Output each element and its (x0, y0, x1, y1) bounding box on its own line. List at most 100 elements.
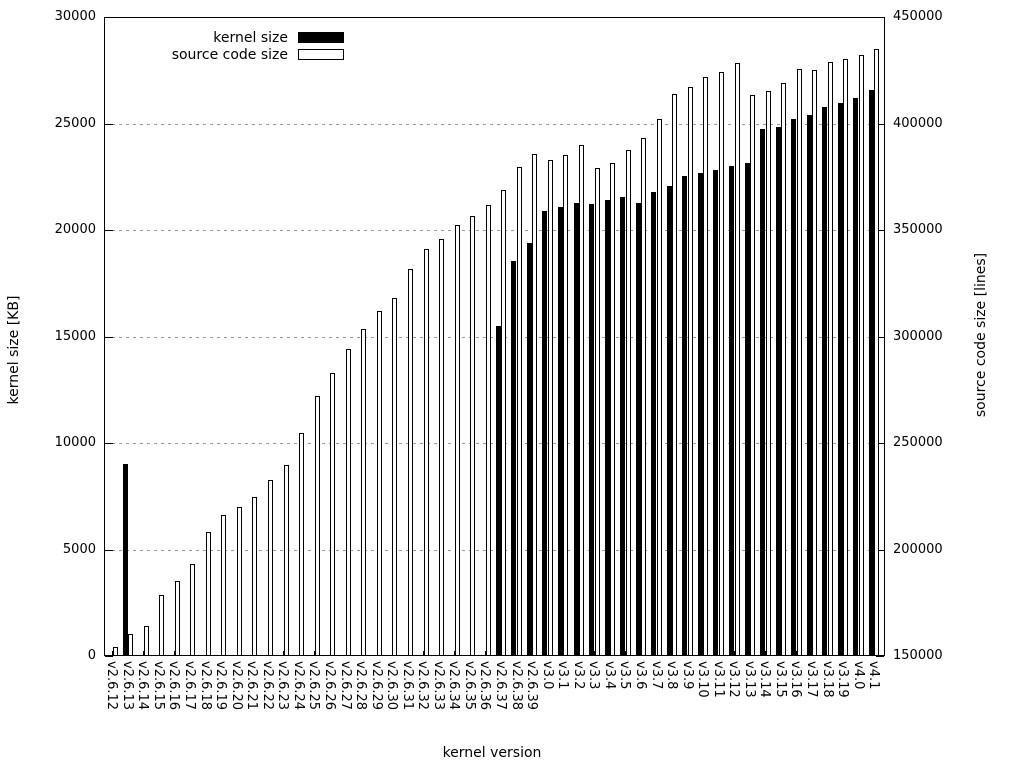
source-code-size-bar (641, 138, 647, 656)
x-tick-mark (205, 651, 207, 655)
source-code-size-bar (796, 69, 802, 656)
x-tick-label: v2.6.39 (524, 661, 540, 711)
x-tick-label: v3.0 (539, 661, 555, 690)
x-tick-label: v2.6.18 (197, 661, 213, 711)
x-tick-mark (407, 651, 409, 655)
x-tick-label: v3.7 (648, 661, 664, 690)
x-tick-label: v2.6.36 (477, 661, 493, 711)
kernel-size-bar (837, 103, 843, 656)
x-tick-label: v2.6.15 (150, 661, 166, 711)
source-code-size-bar (734, 62, 740, 656)
x-tick-mark (298, 651, 300, 655)
x-tick-mark (143, 651, 145, 655)
x-tick-label: v3.3 (586, 661, 602, 690)
left-tick-label: 20000 (54, 222, 96, 237)
x-tick-mark (703, 651, 705, 655)
right-tick-mark (876, 17, 884, 18)
x-tick-mark (547, 651, 549, 655)
x-tick-label: v3.1 (555, 661, 571, 690)
kernel-size-bar (526, 242, 532, 656)
x-tick-mark (640, 651, 642, 655)
x-tick-label: v2.6.37 (493, 661, 508, 711)
kernel-size-bar (744, 162, 750, 656)
x-tick-mark (578, 651, 580, 655)
source-code-size-bar (112, 646, 118, 656)
right-tick-mark (876, 549, 884, 551)
source-code-size-bar (750, 94, 756, 656)
x-tick-mark (252, 651, 254, 655)
kernel-size-bar (542, 210, 548, 656)
gridline (105, 230, 884, 231)
x-tick-label: v3.18 (819, 661, 835, 698)
source-code-size-bar (143, 626, 149, 656)
x-tick-mark (780, 651, 782, 655)
x-tick-mark (843, 651, 845, 655)
legend-item-source-code-size: source code size (104, 46, 344, 63)
legend-swatch-kernel-size (298, 32, 344, 43)
x-tick-label: v2.6.22 (259, 661, 275, 711)
source-code-size-bar (190, 563, 196, 656)
left-tick-mark (105, 549, 113, 551)
x-tick-mark (236, 651, 238, 655)
x-tick-label: v2.6.31 (399, 661, 415, 711)
x-tick-mark (376, 651, 378, 655)
x-tick-mark (687, 651, 689, 655)
x-tick-label: v3.9 (679, 661, 695, 690)
source-code-size-bar (299, 432, 305, 656)
source-code-size-bar (610, 162, 616, 656)
left-tick-mark (105, 656, 113, 657)
source-code-size-bar (205, 532, 211, 656)
x-tick-mark (501, 651, 502, 655)
right-tick-mark (876, 123, 884, 125)
x-tick-mark (469, 651, 471, 655)
left-tick-mark (105, 123, 113, 125)
left-tick-mark (105, 230, 113, 231)
x-tick-label: v3.8 (664, 661, 680, 690)
x-tick-label: v2.6.21 (244, 661, 260, 711)
x-tick-mark (765, 651, 767, 655)
source-code-size-bar (330, 373, 336, 656)
source-code-size-bar (283, 465, 289, 656)
x-tick-label: v2.6.23 (275, 661, 291, 711)
source-code-size-bar (159, 595, 165, 656)
x-tick-label: v3.19 (835, 661, 851, 698)
left-tick-label: 5000 (62, 541, 96, 557)
x-tick-mark (314, 651, 316, 655)
x-tick-mark (283, 651, 285, 655)
x-tick-label: v4.0 (850, 661, 866, 690)
x-tick-mark (454, 651, 456, 655)
x-tick-mark (749, 651, 751, 655)
x-tick-mark (874, 651, 876, 655)
gridline (105, 549, 884, 551)
x-tick-label: v2.6.27 (337, 661, 353, 711)
x-tick-label: v3.12 (726, 661, 742, 698)
x-tick-label: v4.1 (866, 661, 882, 690)
left-tick-mark (105, 443, 113, 444)
x-tick-label: v2.6.12 (104, 661, 120, 711)
x-tick-label: v3.13 (741, 661, 757, 698)
source-code-size-bar (687, 87, 693, 656)
x-tick-label: v3.15 (772, 661, 788, 698)
source-code-size-bar (703, 77, 709, 656)
x-tick-label: v2.6.20 (228, 661, 244, 711)
x-tick-mark (221, 651, 223, 655)
kernel-size-bar (589, 204, 595, 656)
kernel-size-bar (495, 325, 501, 656)
source-code-size-bar (656, 119, 662, 656)
x-tick-label: v2.6.29 (368, 661, 384, 711)
right-tick-label: 400000 (893, 115, 943, 131)
right-tick-label: 350000 (893, 222, 943, 237)
x-tick-label: v2.6.28 (353, 661, 369, 711)
x-tick-mark (625, 651, 627, 655)
left-tick-mark (105, 17, 113, 18)
kernel-size-bar (806, 114, 812, 656)
legend-label-source-code-size: source code size (171, 46, 288, 63)
kernel-size-bar (682, 176, 688, 656)
kernel-size-bar (697, 172, 703, 656)
x-tick-label: v3.11 (710, 661, 726, 698)
x-tick-label: v2.6.16 (166, 661, 182, 711)
source-code-size-bar (392, 297, 398, 656)
x-tick-label: v2.6.30 (384, 661, 400, 711)
x-tick-mark (158, 651, 160, 655)
x-tick-label: v3.5 (617, 661, 633, 690)
